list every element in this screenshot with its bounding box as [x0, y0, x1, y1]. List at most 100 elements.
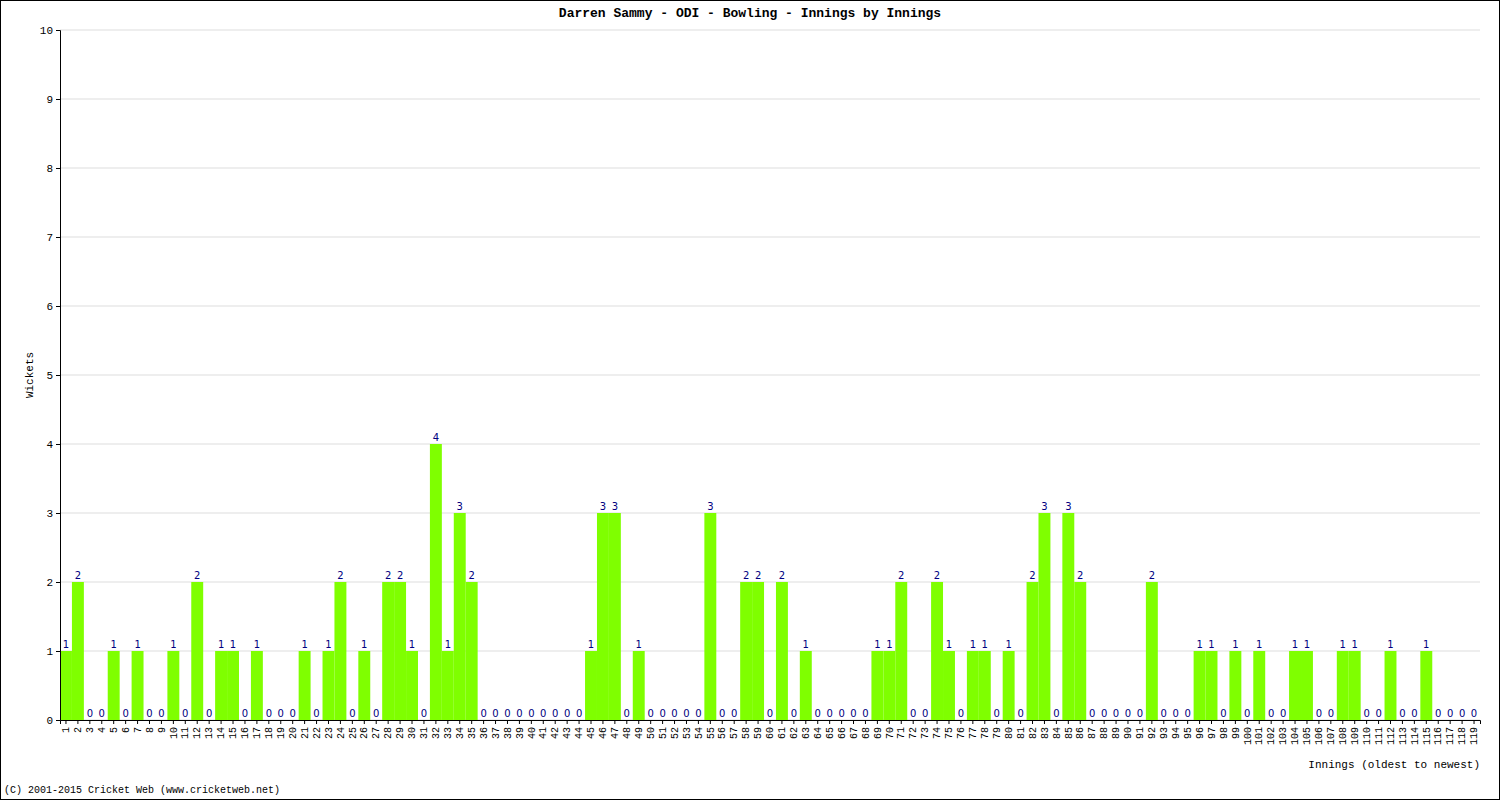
- bar: [657, 720, 669, 721]
- y-tick-mark: [56, 720, 60, 721]
- data-label: 2: [743, 570, 749, 581]
- bar: [752, 582, 764, 720]
- x-tick-label: 109: [1350, 727, 1361, 745]
- x-tick: 86: [1075, 720, 1086, 739]
- data-label: 0: [1316, 708, 1322, 719]
- x-tick: 95: [1183, 720, 1194, 739]
- x-tick-label: 58: [741, 727, 752, 739]
- x-tick-label: 99: [1231, 727, 1242, 739]
- x-tick-label: 63: [801, 727, 812, 739]
- bar: [132, 651, 144, 720]
- x-tick-mark: [925, 720, 926, 724]
- x-tick-mark: [173, 720, 174, 724]
- x-tick: 84: [1052, 720, 1063, 739]
- x-tick-mark: [507, 720, 508, 724]
- y-tick-mark: [56, 375, 60, 376]
- x-tick-mark: [459, 720, 460, 724]
- y-tick-label: 8: [46, 163, 53, 175]
- x-tick-label: 100: [1243, 727, 1254, 745]
- x-tick: 41: [538, 720, 549, 739]
- x-axis: 1234567891011121314151617181920212223242…: [61, 720, 1481, 745]
- grid-line: [60, 513, 1480, 514]
- x-tick-label: 28: [383, 727, 394, 739]
- x-tick-label: 106: [1314, 727, 1325, 745]
- annotation: (C) 2001-2015 Cricket Web (www.cricketwe…: [4, 785, 280, 796]
- bar: [72, 582, 84, 720]
- x-tick-label: 8: [145, 727, 156, 733]
- bar: [1170, 720, 1182, 721]
- x-tick-label: 49: [634, 727, 645, 739]
- data-label: 0: [683, 708, 689, 719]
- x-tick-label: 78: [980, 727, 991, 739]
- bar: [466, 582, 478, 720]
- x-tick-label: 76: [956, 727, 967, 739]
- bar: [669, 720, 681, 721]
- x-tick-label: 23: [324, 727, 335, 739]
- x-tick-mark: [1330, 720, 1331, 724]
- bar: [215, 651, 227, 720]
- data-label: 0: [659, 708, 665, 719]
- bar: [370, 720, 382, 721]
- x-tick-mark: [1116, 720, 1117, 724]
- data-label: 3: [1041, 501, 1047, 512]
- title: Darren Sammy - ODI - Bowling - Innings b…: [559, 6, 941, 21]
- x-tick-mark: [781, 720, 782, 724]
- data-label: 1: [1423, 639, 1429, 650]
- data-label: 1: [970, 639, 976, 650]
- x-tick-label: 9: [157, 727, 168, 733]
- x-tick-mark: [531, 720, 532, 724]
- data-label: 0: [349, 708, 355, 719]
- x-tick: 76: [956, 720, 967, 739]
- y-tick-mark: [56, 651, 60, 652]
- x-tick: 20: [288, 720, 299, 739]
- x-tick-mark: [1259, 720, 1260, 724]
- x-tick-mark: [1020, 720, 1021, 724]
- bar: [645, 720, 657, 721]
- bar: [836, 720, 848, 721]
- x-tick: 25: [348, 720, 359, 739]
- x-tick-label: 90: [1123, 727, 1134, 739]
- x-tick: 71: [896, 720, 907, 739]
- data-label: 0: [1017, 708, 1023, 719]
- x-tick: 1: [61, 720, 72, 733]
- data-label: 2: [1029, 570, 1035, 581]
- x-tick: 34: [455, 720, 466, 739]
- x-tick: 97: [1207, 720, 1218, 739]
- x-tick-label: 33: [443, 727, 454, 739]
- x-tick: 94: [1171, 720, 1182, 739]
- data-label: 2: [898, 570, 904, 581]
- data-label: 0: [516, 708, 522, 719]
- x-tick-mark: [793, 720, 794, 724]
- x-tick: 106: [1314, 720, 1325, 745]
- x-tick: 19: [276, 720, 287, 739]
- bar: [621, 720, 633, 721]
- x-tick-label: 119: [1469, 727, 1480, 745]
- x-tick-label: 59: [753, 727, 764, 739]
- x-tick: 54: [694, 720, 705, 739]
- x-tick: 30: [407, 720, 418, 739]
- x-tick-mark: [1462, 720, 1463, 724]
- data-label: 0: [1173, 708, 1179, 719]
- x-tick-mark: [1474, 720, 1475, 724]
- data-label: 1: [1292, 639, 1298, 650]
- x-tick: 52: [670, 720, 681, 739]
- x-tick: 116: [1433, 720, 1444, 745]
- bar: [394, 582, 406, 720]
- data-label: 0: [910, 708, 916, 719]
- data-label: 0: [731, 708, 737, 719]
- data-label: 1: [218, 639, 224, 650]
- x-tick: 62: [789, 720, 800, 739]
- x-tick-mark: [352, 720, 353, 724]
- x-tick-mark: [364, 720, 365, 724]
- x-tick: 53: [682, 720, 693, 739]
- data-label: 1: [588, 639, 594, 650]
- bar: [764, 720, 776, 721]
- x-tick: 8: [145, 720, 156, 733]
- x-tick-label: 37: [491, 727, 502, 739]
- x-tick: 15: [228, 720, 239, 739]
- x-tick-mark: [197, 720, 198, 724]
- x-tick-label: 20: [288, 727, 299, 739]
- data-label: 1: [409, 639, 415, 650]
- x-tick-label: 2: [73, 727, 84, 733]
- bar: [1182, 720, 1194, 721]
